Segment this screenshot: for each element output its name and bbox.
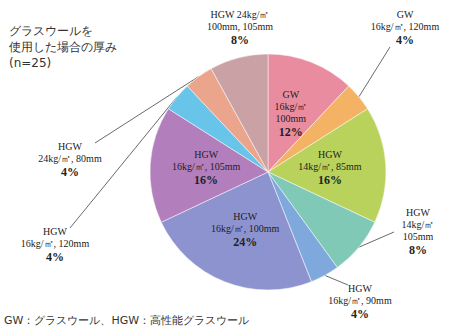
svg-text:HGW: HGW [318,149,342,160]
svg-text:16kg/㎡, 120mm: 16kg/㎡, 120mm [21,238,90,249]
svg-text:GW: GW [282,89,299,100]
svg-text:105mm: 105mm [403,231,434,242]
svg-text:4%: 4% [351,307,369,321]
svg-text:100mm, 105mm: 100mm, 105mm [207,21,273,32]
svg-text:HGW: HGW [194,149,218,160]
svg-text:HGW: HGW [43,226,67,237]
svg-text:HGW: HGW [233,211,257,222]
svg-text:16%: 16% [318,173,342,187]
svg-text:HGW: HGW [406,207,430,218]
svg-text:16kg/㎡, 105mm: 16kg/㎡, 105mm [172,161,241,172]
svg-text:8%: 8% [409,243,427,257]
svg-text:16kg/㎡: 16kg/㎡ [274,101,307,112]
svg-text:16kg/㎡, 90mm: 16kg/㎡, 90mm [328,295,392,306]
svg-text:HGW: HGW [348,283,372,294]
svg-text:4%: 4% [61,165,79,179]
svg-text:16%: 16% [194,173,218,187]
svg-text:HGW 24kg/㎡: HGW 24kg/㎡ [211,9,270,20]
svg-text:4%: 4% [46,250,64,264]
svg-text:8%: 8% [231,33,249,47]
svg-text:GW: GW [397,9,414,20]
svg-text:100mm: 100mm [276,113,307,124]
svg-text:(n=25): (n=25) [9,56,51,70]
svg-text:24%: 24% [233,235,257,249]
svg-text:GW：グラスウール、HGW：高性能グラスウール: GW：グラスウール、HGW：高性能グラスウール [4,314,249,327]
svg-text:14kg/㎡, 85mm: 14kg/㎡, 85mm [298,161,362,172]
svg-text:16kg/㎡, 120mm: 16kg/㎡, 120mm [371,21,440,32]
svg-text:HGW: HGW [58,141,82,152]
svg-text:使用した場合の厚み: 使用した場合の厚み [9,40,117,54]
svg-text:24kg/㎡, 80mm: 24kg/㎡, 80mm [38,153,102,164]
svg-text:16kg/㎡, 100mm: 16kg/㎡, 100mm [211,223,280,234]
svg-text:4%: 4% [396,33,414,47]
svg-text:グラスウールを: グラスウールを [9,24,93,38]
svg-text:14kg/㎡: 14kg/㎡ [402,219,435,230]
svg-text:12%: 12% [279,125,303,139]
